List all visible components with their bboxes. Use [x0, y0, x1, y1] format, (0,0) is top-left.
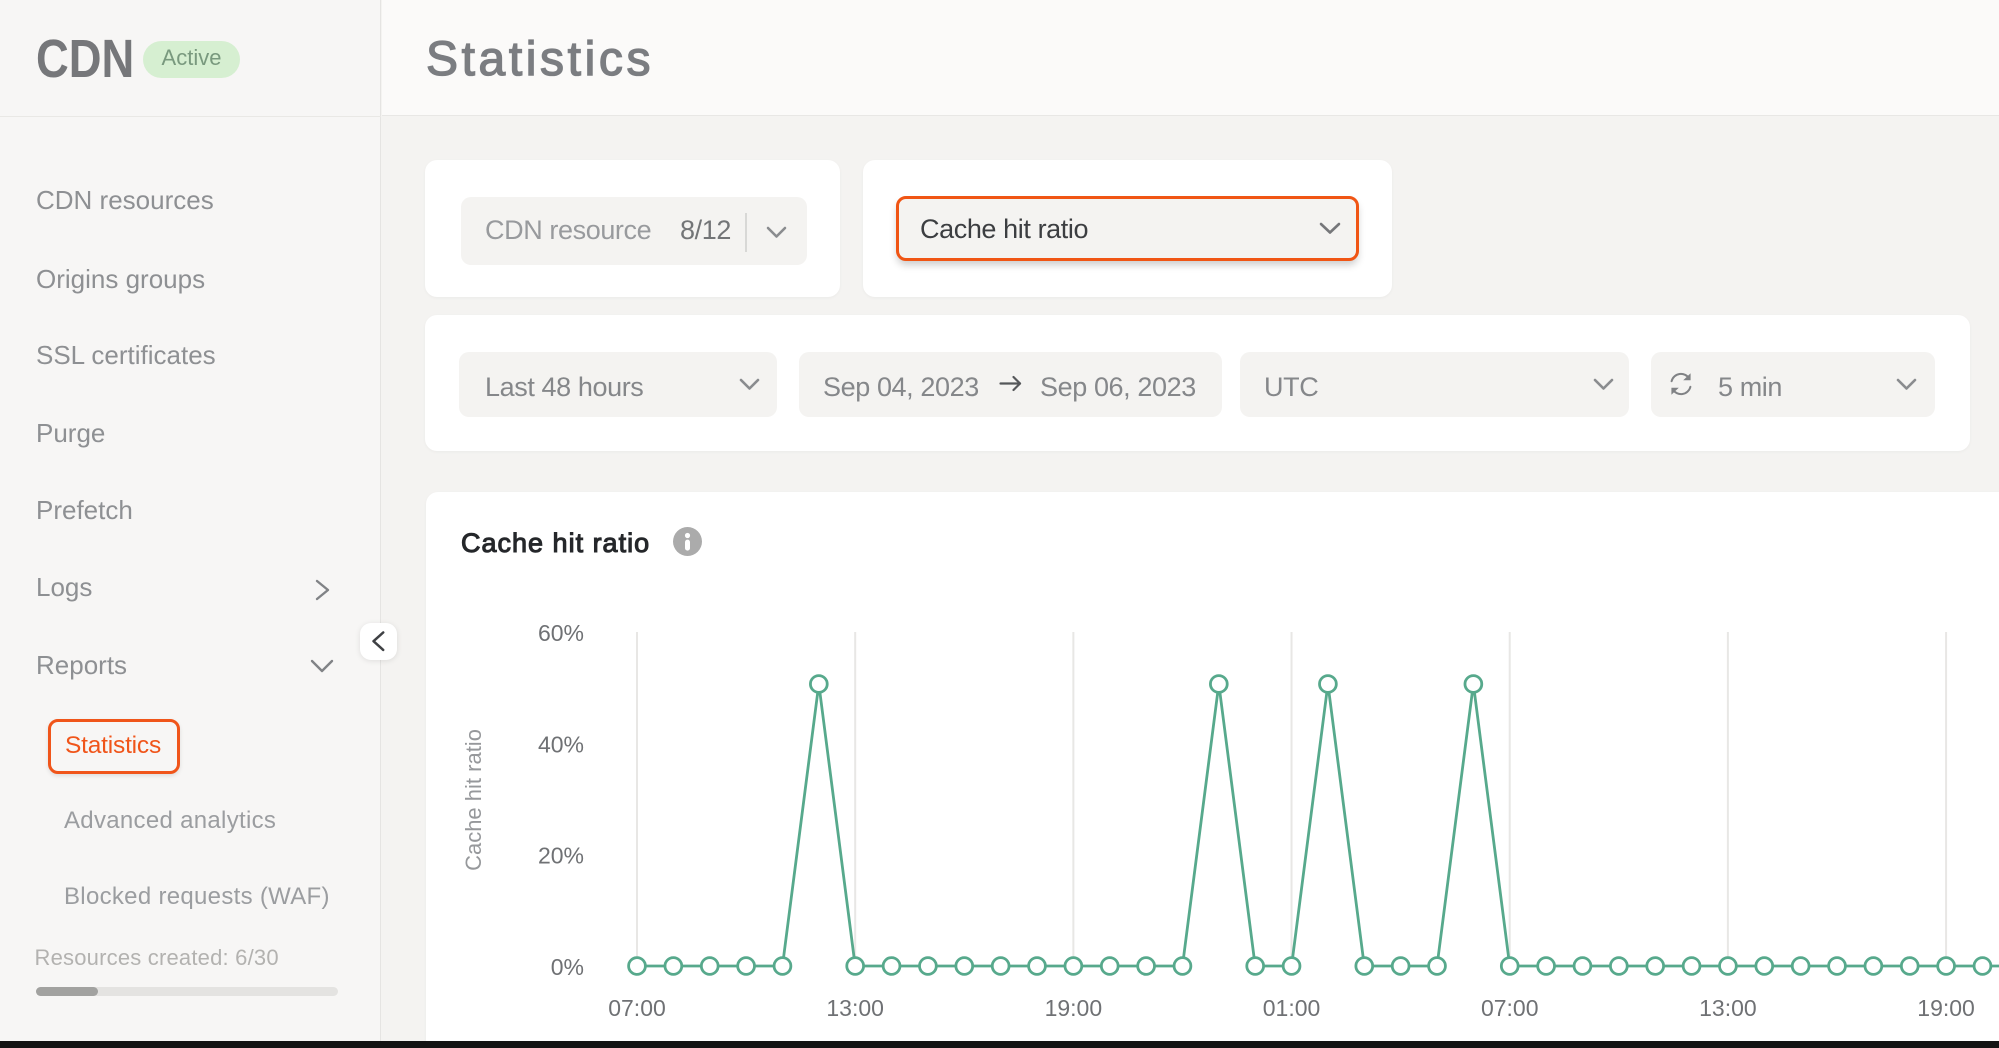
svg-text:20%: 20%: [538, 843, 584, 869]
svg-text:0%: 0%: [551, 954, 584, 980]
svg-text:Cache hit ratio: Cache hit ratio: [461, 729, 486, 871]
svg-text:07:00: 07:00: [608, 995, 666, 1021]
svg-text:19:00: 19:00: [1917, 995, 1975, 1021]
svg-text:40%: 40%: [538, 731, 584, 757]
svg-text:13:00: 13:00: [1699, 995, 1757, 1021]
svg-text:07:00: 07:00: [1481, 995, 1539, 1021]
svg-text:60%: 60%: [538, 620, 584, 646]
svg-text:01:00: 01:00: [1263, 995, 1321, 1021]
svg-text:13:00: 13:00: [826, 995, 884, 1021]
svg-text:19:00: 19:00: [1045, 995, 1103, 1021]
